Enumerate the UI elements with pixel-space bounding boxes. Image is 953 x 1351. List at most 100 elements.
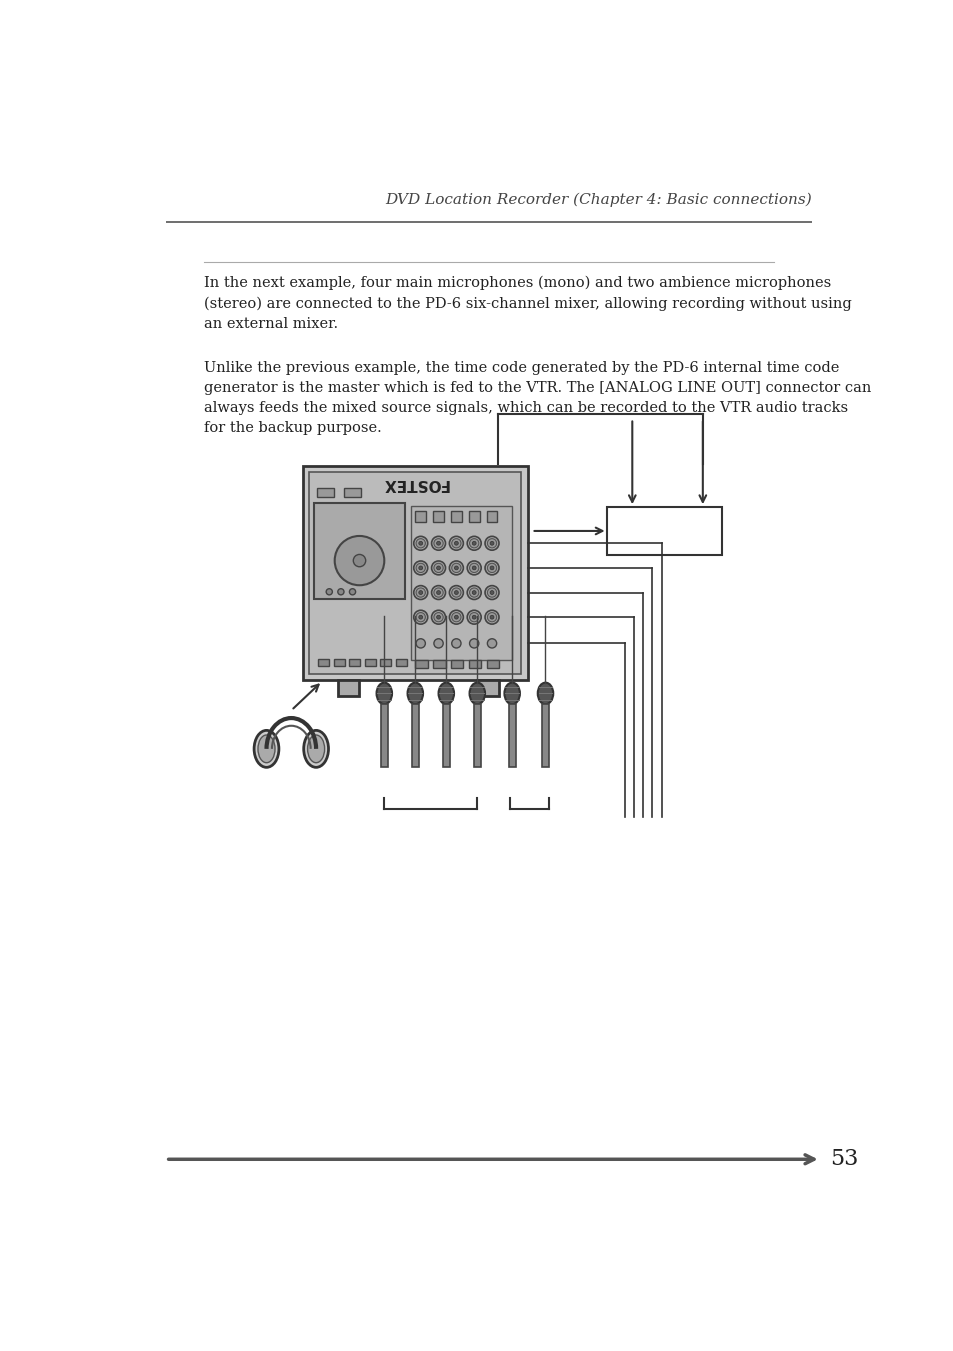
Bar xyxy=(395,659,406,666)
Circle shape xyxy=(326,589,332,594)
Circle shape xyxy=(418,615,422,619)
Circle shape xyxy=(434,612,443,621)
Circle shape xyxy=(452,563,460,573)
Bar xyxy=(415,661,427,667)
Bar xyxy=(344,488,360,497)
Ellipse shape xyxy=(307,735,324,763)
Circle shape xyxy=(490,542,494,546)
Circle shape xyxy=(434,563,443,573)
Circle shape xyxy=(431,611,445,624)
Circle shape xyxy=(349,589,355,594)
Ellipse shape xyxy=(469,682,484,704)
Circle shape xyxy=(449,561,463,574)
Circle shape xyxy=(436,542,440,546)
Circle shape xyxy=(469,639,478,648)
Circle shape xyxy=(484,561,498,574)
Circle shape xyxy=(335,536,384,585)
Bar xyxy=(380,659,391,666)
Circle shape xyxy=(487,639,497,648)
Bar xyxy=(476,681,498,696)
Circle shape xyxy=(449,611,463,624)
Circle shape xyxy=(469,539,478,549)
Circle shape xyxy=(472,590,476,594)
Circle shape xyxy=(416,588,425,597)
Circle shape xyxy=(434,539,443,549)
Circle shape xyxy=(484,611,498,624)
Bar xyxy=(433,511,443,521)
Circle shape xyxy=(416,539,425,549)
Bar xyxy=(415,511,426,521)
Circle shape xyxy=(416,639,425,648)
Circle shape xyxy=(431,561,445,574)
Bar xyxy=(349,659,360,666)
Circle shape xyxy=(431,585,445,600)
Circle shape xyxy=(436,590,440,594)
Circle shape xyxy=(353,554,365,567)
Circle shape xyxy=(454,615,457,619)
Circle shape xyxy=(431,536,445,550)
Bar xyxy=(337,681,359,696)
Circle shape xyxy=(490,566,494,570)
Circle shape xyxy=(467,536,480,550)
Bar xyxy=(334,659,344,666)
Bar xyxy=(314,503,405,600)
Circle shape xyxy=(469,588,478,597)
Circle shape xyxy=(434,588,443,597)
Circle shape xyxy=(467,611,480,624)
Bar xyxy=(309,473,521,674)
Bar xyxy=(451,511,461,521)
Circle shape xyxy=(472,542,476,546)
Circle shape xyxy=(467,585,480,600)
Bar xyxy=(433,661,445,667)
Circle shape xyxy=(418,566,422,570)
Circle shape xyxy=(487,588,497,597)
Text: Unlike the previous example, the time code generated by the PD-6 internal time c: Unlike the previous example, the time co… xyxy=(204,361,871,435)
Circle shape xyxy=(414,611,427,624)
Circle shape xyxy=(490,615,494,619)
Circle shape xyxy=(472,615,476,619)
Ellipse shape xyxy=(257,735,274,763)
Bar xyxy=(486,661,498,667)
Circle shape xyxy=(469,612,478,621)
Circle shape xyxy=(449,585,463,600)
Bar xyxy=(318,659,329,666)
Bar xyxy=(303,466,527,681)
Circle shape xyxy=(490,590,494,594)
Bar xyxy=(412,704,418,766)
Circle shape xyxy=(454,542,457,546)
Circle shape xyxy=(416,563,425,573)
Bar xyxy=(442,704,449,766)
Bar xyxy=(365,659,375,666)
Circle shape xyxy=(337,589,344,594)
Circle shape xyxy=(418,542,422,546)
Circle shape xyxy=(452,612,460,621)
Circle shape xyxy=(436,615,440,619)
Ellipse shape xyxy=(303,731,328,767)
Circle shape xyxy=(487,612,497,621)
Circle shape xyxy=(469,563,478,573)
Bar xyxy=(380,704,387,766)
Circle shape xyxy=(487,539,497,549)
Circle shape xyxy=(484,536,498,550)
Circle shape xyxy=(434,639,443,648)
Ellipse shape xyxy=(407,682,422,704)
Circle shape xyxy=(436,566,440,570)
Ellipse shape xyxy=(253,731,278,767)
Circle shape xyxy=(452,588,460,597)
Text: 53: 53 xyxy=(829,1148,857,1170)
Bar xyxy=(486,511,497,521)
Bar xyxy=(468,511,479,521)
Text: FOSTEX: FOSTEX xyxy=(381,476,448,490)
Circle shape xyxy=(452,639,460,648)
Bar xyxy=(508,704,516,766)
Circle shape xyxy=(414,561,427,574)
Circle shape xyxy=(416,612,425,621)
Text: DVD Location Recorder (Chapter 4: Basic connections): DVD Location Recorder (Chapter 4: Basic … xyxy=(385,192,811,207)
Bar xyxy=(541,704,548,766)
Circle shape xyxy=(484,585,498,600)
Bar xyxy=(468,661,480,667)
Ellipse shape xyxy=(537,682,553,704)
Text: In the next example, four main microphones (mono) and two ambience microphones
(: In the next example, four main microphon… xyxy=(204,276,851,331)
Ellipse shape xyxy=(438,682,454,704)
Bar xyxy=(607,507,721,555)
